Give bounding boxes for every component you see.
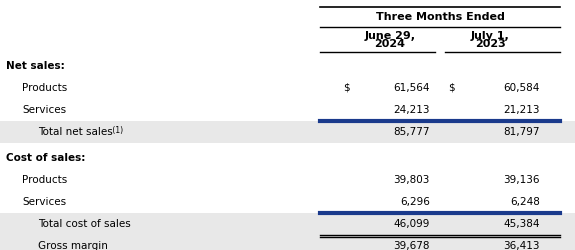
Text: 45,384: 45,384	[504, 219, 540, 229]
Text: June 29,: June 29,	[365, 31, 416, 41]
Text: Products: Products	[22, 175, 67, 185]
Text: Gross margin: Gross margin	[38, 241, 108, 250]
Text: Total cost of sales: Total cost of sales	[38, 219, 131, 229]
Text: 60,584: 60,584	[504, 83, 540, 93]
Text: Services: Services	[22, 197, 66, 207]
Text: Total net sales: Total net sales	[38, 127, 113, 137]
Text: Cost of sales:: Cost of sales:	[6, 153, 85, 163]
Text: Services: Services	[22, 105, 66, 115]
Text: 61,564: 61,564	[393, 83, 430, 93]
Text: 85,777: 85,777	[393, 127, 430, 137]
Text: $: $	[448, 83, 455, 93]
Text: 39,803: 39,803	[394, 175, 430, 185]
Text: Products: Products	[22, 83, 67, 93]
Text: $: $	[343, 83, 350, 93]
Text: 2024: 2024	[374, 39, 405, 49]
Text: 2023: 2023	[474, 39, 505, 49]
Text: 6,248: 6,248	[510, 197, 540, 207]
Text: July 1,: July 1,	[470, 31, 509, 41]
Text: 39,136: 39,136	[504, 175, 540, 185]
Text: 81,797: 81,797	[504, 127, 540, 137]
Text: Net sales:: Net sales:	[6, 61, 65, 71]
Text: 36,413: 36,413	[504, 241, 540, 250]
Text: (1): (1)	[110, 126, 123, 134]
Text: 24,213: 24,213	[393, 105, 430, 115]
Text: 39,678: 39,678	[393, 241, 430, 250]
Text: 46,099: 46,099	[394, 219, 430, 229]
Bar	[0, 121, 575, 143]
Text: 21,213: 21,213	[504, 105, 540, 115]
Text: Three Months Ended: Three Months Ended	[375, 12, 504, 22]
Bar	[0, 213, 575, 235]
Bar	[0, 235, 575, 250]
Text: 6,296: 6,296	[400, 197, 430, 207]
